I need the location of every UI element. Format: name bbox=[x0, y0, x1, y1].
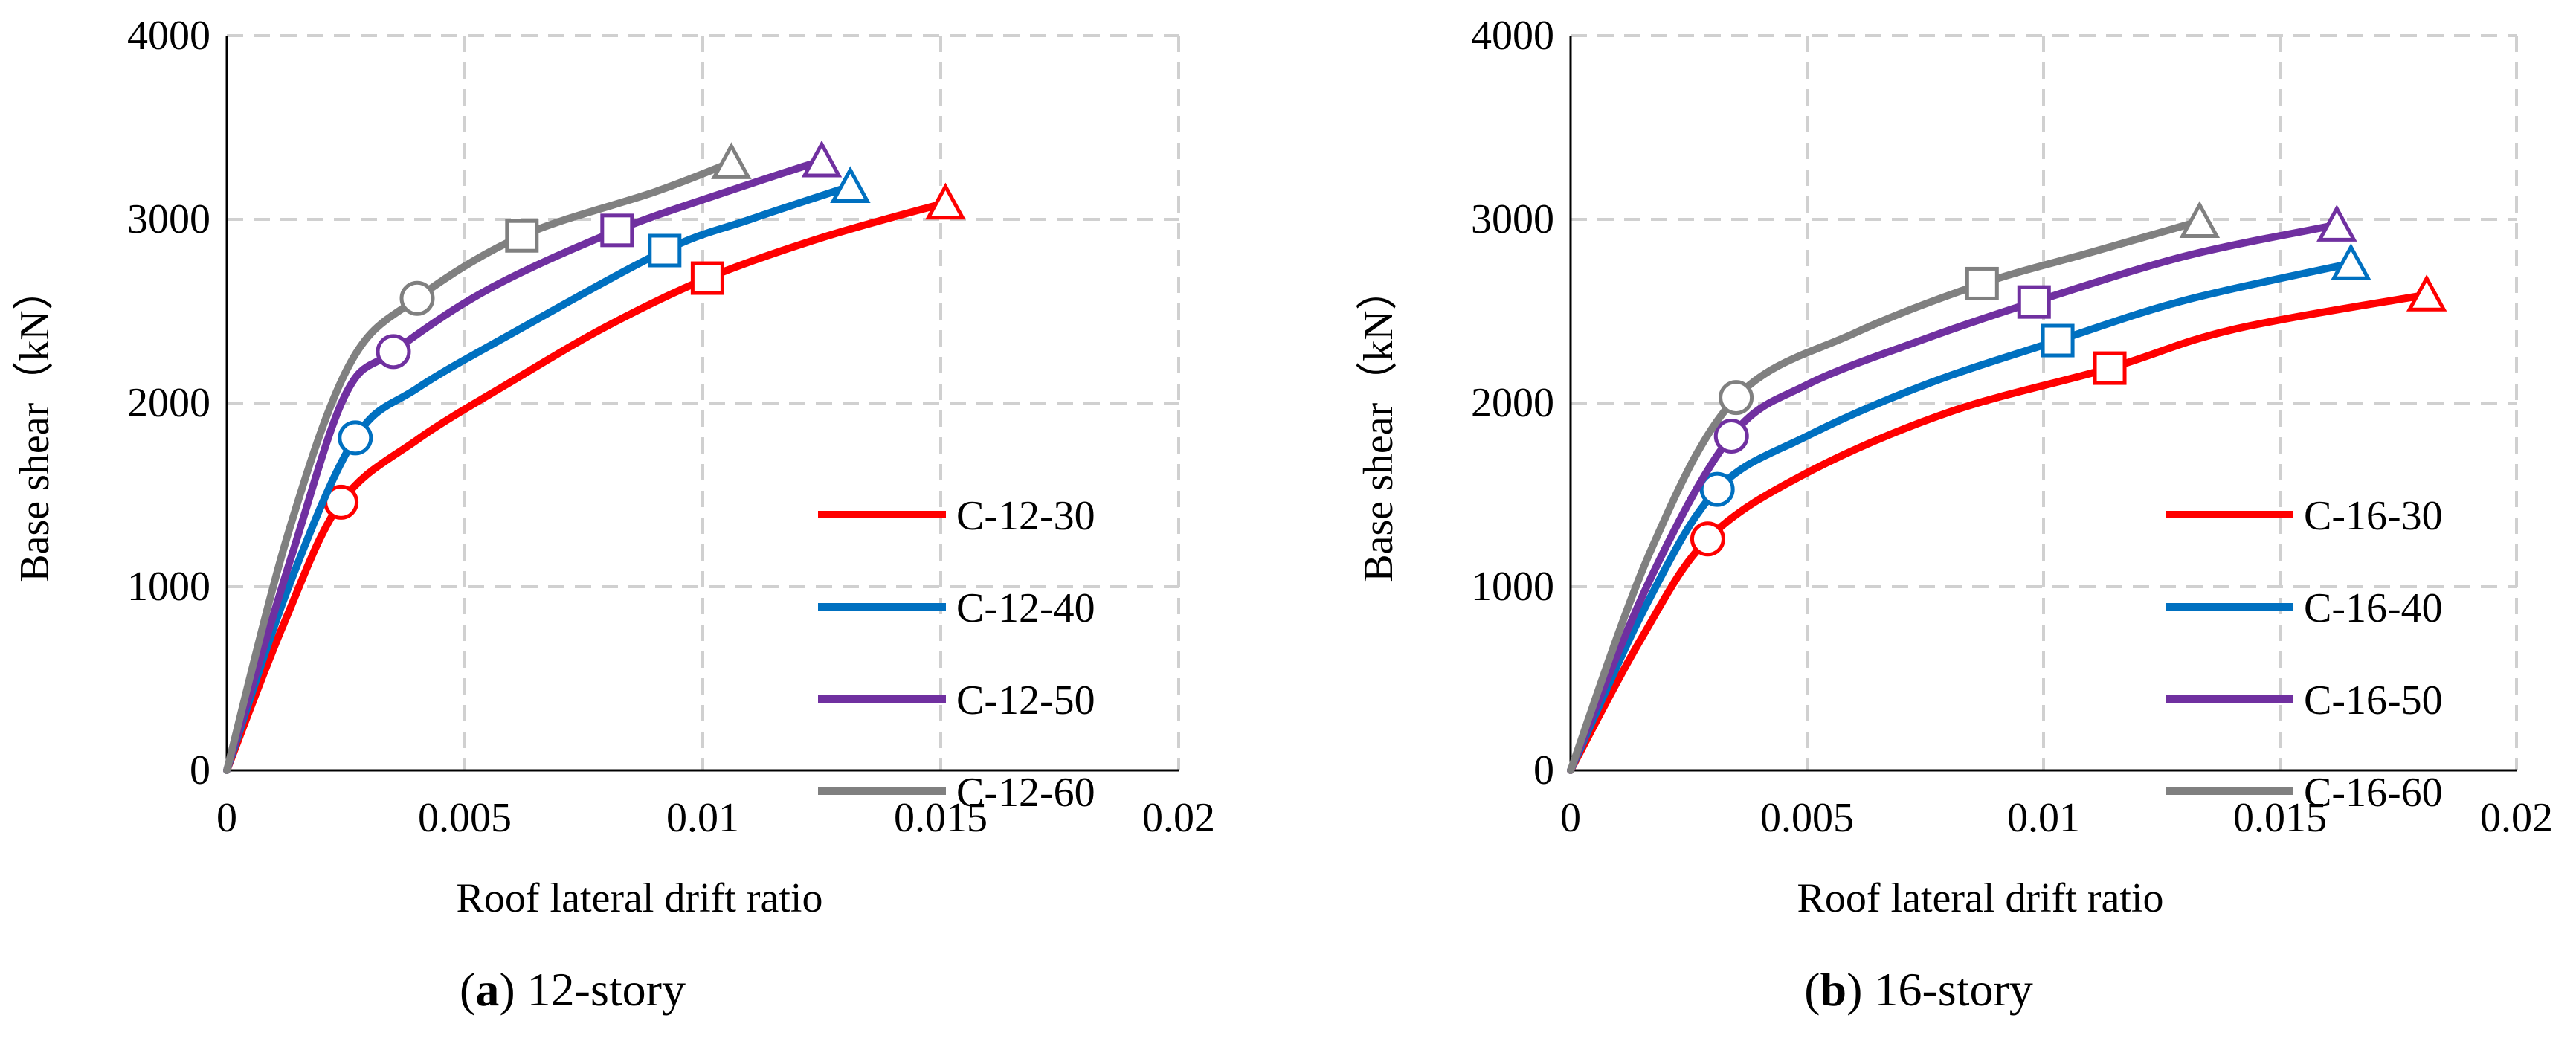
chart-1-y-tick-label: 0 bbox=[1533, 747, 1554, 793]
chart-0-series-line-c-12-60 bbox=[223, 158, 735, 774]
chart-1-x-tick-label: 0.02 bbox=[2480, 795, 2553, 841]
chart-0-series-line-c-12-40 bbox=[223, 182, 854, 774]
chart-1-ultimate-marker-c-16-50 bbox=[2316, 204, 2357, 242]
chart-1-square-marker-c-16-50 bbox=[2017, 285, 2051, 319]
chart-0-y-tick-label: 3000 bbox=[127, 196, 210, 242]
chart-0-legend-label-c-12-60: C-12-60 bbox=[956, 770, 1095, 816]
chart-0-x-tick-label: 0.005 bbox=[418, 795, 512, 841]
chart-1-y-tick-label: 2000 bbox=[1471, 380, 1554, 426]
chart-0-legend-label-c-12-50: C-12-50 bbox=[956, 677, 1095, 724]
chart-1-x-tick-label: 0.015 bbox=[2233, 795, 2327, 841]
caption-panel-b: (b) 16-story bbox=[1804, 963, 2033, 1016]
chart-1-square-marker-c-16-60 bbox=[1965, 266, 1999, 300]
chart-1-yield-marker-c-16-30 bbox=[1690, 521, 1725, 557]
chart-1-square-marker-c-16-30 bbox=[2093, 351, 2127, 385]
chart-1-series-line-c-16-50 bbox=[1567, 221, 2341, 774]
chart-0-x-tick-label: 0 bbox=[216, 795, 237, 841]
chart-0-square-marker-c-12-50 bbox=[600, 213, 634, 248]
chart-0-series-line-c-12-50 bbox=[223, 156, 825, 774]
chart-1-y-axis-title: Base shear（kN） bbox=[1356, 268, 1402, 582]
chart-1-series-line-c-16-30 bbox=[1567, 291, 2431, 774]
chart-1-ultimate-marker-c-16-40 bbox=[2331, 243, 2371, 280]
chart-0-x-axis-title: Roof lateral drift ratio bbox=[457, 875, 823, 921]
chart-0-y-tick-label: 1000 bbox=[127, 564, 210, 610]
chart-1-x-axis-title: Roof lateral drift ratio bbox=[1797, 875, 2164, 921]
chart-0-x-tick-label: 0.015 bbox=[894, 795, 988, 841]
chart-1-legend-label-c-16-50: C-16-50 bbox=[2304, 677, 2443, 724]
chart-0-y-tick-label: 4000 bbox=[127, 13, 210, 59]
chart-0-yield-marker-c-12-60 bbox=[399, 280, 435, 316]
chart-0-y-tick-label: 2000 bbox=[127, 380, 210, 426]
chart-0-ultimate-marker-c-12-40 bbox=[830, 166, 871, 204]
chart-0-y-axis-title: Base shear（kN） bbox=[12, 268, 58, 582]
chart-1-legend-label-c-16-60: C-16-60 bbox=[2304, 770, 2443, 816]
chart-1-legend-label-c-16-40: C-16-40 bbox=[2304, 585, 2443, 631]
chart-0-ultimate-marker-c-12-60 bbox=[711, 142, 752, 179]
chart-1-legend-label-c-16-30: C-16-30 bbox=[2304, 493, 2443, 539]
chart-0-series-line-c-12-30 bbox=[223, 199, 950, 774]
chart-0-yield-marker-c-12-40 bbox=[338, 420, 373, 456]
chart-1-series-line-c-16-40 bbox=[1567, 260, 2355, 774]
chart-0-square-marker-c-12-40 bbox=[648, 233, 682, 268]
chart-1-y-tick-label: 4000 bbox=[1471, 13, 1554, 59]
chart-panel-12-story: 0 0.005 0.01 0.015 0.02 0 1000 2000 3000 4000 Roof… bbox=[12, 13, 1215, 921]
chart-1-x-tick-label: 0 bbox=[1560, 795, 1581, 841]
chart-0-square-marker-c-12-60 bbox=[505, 219, 539, 253]
chart-0-x-tick-label: 0.01 bbox=[666, 795, 739, 841]
chart-1-series-line-c-16-60 bbox=[1567, 217, 2203, 774]
chart-1-ultimate-marker-c-16-30 bbox=[2406, 274, 2447, 312]
chart-0-legend-label-c-12-30: C-12-30 bbox=[956, 493, 1095, 539]
chart-1-ultimate-marker-c-16-60 bbox=[2179, 201, 2221, 238]
chart-0-legend-label-c-12-40: C-12-40 bbox=[956, 585, 1095, 631]
chart-panel-16-story: 0 0.005 0.01 0.015 0.02 0 1000 2000 3000 4000 Roof… bbox=[1356, 13, 2553, 921]
chart-1-y-tick-label: 3000 bbox=[1471, 196, 1554, 242]
chart-0-y-tick-label: 0 bbox=[190, 747, 210, 793]
chart-1-y-tick-label: 1000 bbox=[1471, 564, 1554, 610]
chart-1-square-marker-c-16-40 bbox=[2041, 323, 2075, 358]
chart-0-square-marker-c-12-30 bbox=[690, 261, 724, 295]
chart-0-ultimate-marker-c-12-30 bbox=[925, 182, 966, 220]
chart-1-x-tick-label: 0.005 bbox=[1760, 795, 1854, 841]
chart-1-yield-marker-c-16-60 bbox=[1719, 380, 1754, 416]
chart-0-x-tick-label: 0.02 bbox=[1142, 795, 1215, 841]
caption-panel-a: (a) 12-story bbox=[460, 963, 686, 1016]
chart-0-ultimate-marker-c-12-50 bbox=[801, 140, 843, 178]
chart-0-yield-marker-c-12-50 bbox=[376, 334, 411, 370]
chart-1-x-tick-label: 0.01 bbox=[2007, 795, 2080, 841]
chart-1-yield-marker-c-16-40 bbox=[1699, 471, 1735, 507]
chart-1-yield-marker-c-16-50 bbox=[1713, 418, 1749, 454]
